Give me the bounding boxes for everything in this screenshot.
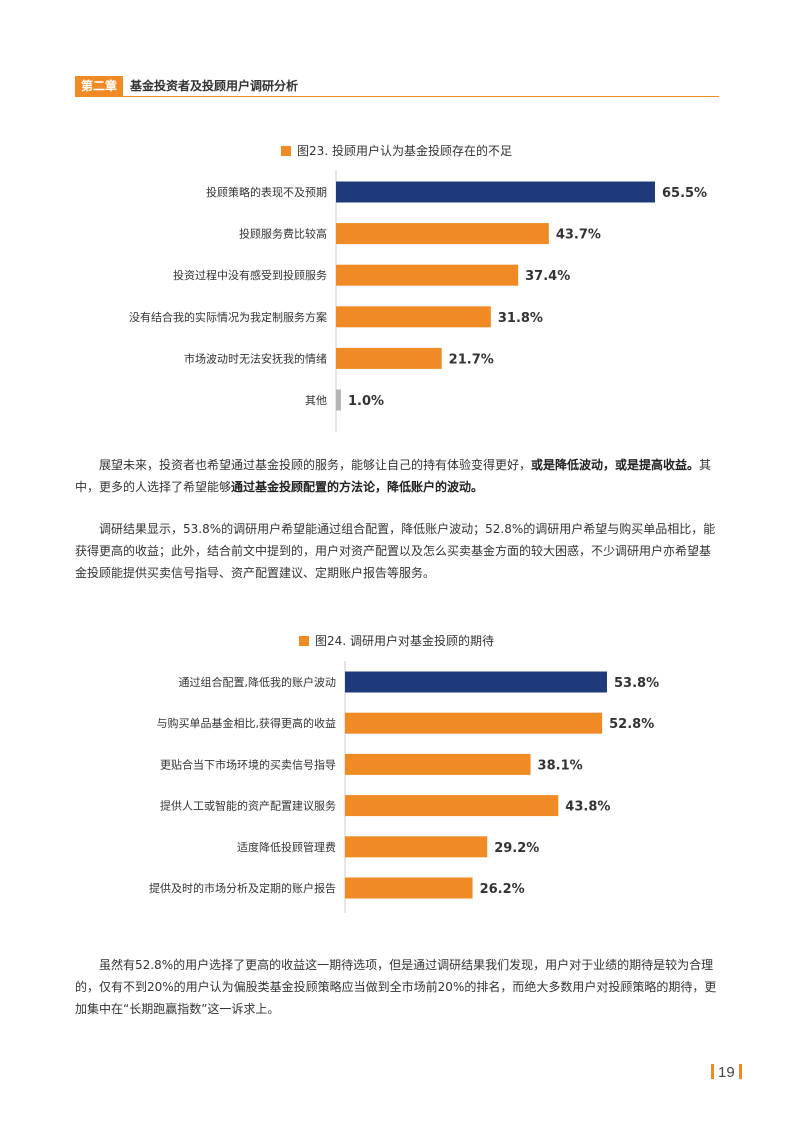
legend-square-icon (299, 636, 310, 646)
chart-2-bar (345, 795, 559, 817)
chart-2: 通过组合配置,降低我的账户波动 53.8% 与购买单品基金相比,获得更高的收益 52.… (149, 661, 659, 913)
chart-1-category-label: 投顾策略的表现不及预期 (206, 185, 327, 199)
chart-2-value-label: 43.8% (565, 800, 610, 815)
chart-2-title: 图24. 调研用户对基金投顾的期待 (0, 632, 793, 649)
chart-1-category-label: 其他 (305, 394, 327, 407)
chart-2-value-label: 38.1% (538, 758, 583, 773)
page-number: 19 (707, 1064, 746, 1081)
chart-2-value-label: 26.2% (480, 882, 525, 897)
chart-1-category-label: 投顾服务费比较高 (239, 227, 327, 241)
chart-1-bar (336, 306, 491, 328)
chart-1-bar (336, 389, 341, 411)
page-bar-right (738, 1064, 742, 1079)
chart-2-bar (345, 712, 603, 734)
chart-1-category-label: 市场波动时无法安抚我的情绪 (184, 351, 327, 365)
chart-2-value-label: 52.8% (609, 717, 654, 732)
chart-2-category-label: 与购买单品基金相比,获得更高的收益 (157, 716, 337, 730)
chapter-rule (75, 96, 719, 97)
chart-1: 投顾策略的表现不及预期 65.5% 投顾服务费比较高 43.7% 投资过程中没有感受到投… (129, 170, 707, 432)
chart-1-value-label: 37.4% (525, 269, 570, 284)
chart-1-bar (336, 264, 519, 286)
chart-2-category-label: 适度降低投顾管理费 (237, 840, 336, 854)
chart-2-category-label: 更贴合当下市场环境的买卖信号指导 (160, 757, 336, 771)
page-bar-left (711, 1064, 714, 1079)
legend-square-icon (281, 146, 292, 156)
chart-1-value-label: 21.7% (449, 352, 494, 367)
chart-1-value-label: 1.0% (348, 394, 384, 409)
chart-2-bar (345, 836, 488, 858)
chart-1-bar (336, 223, 549, 245)
chart-1-bar (336, 347, 442, 369)
chart-2-value-label: 29.2% (494, 841, 539, 856)
chart-1-value-label: 31.8% (498, 311, 543, 326)
paragraph-1-bold-d: 通过基金投顾配置的方法论，降低账户的波动。 (231, 480, 484, 494)
chart-1-title: 图23. 投顾用户认为基金投顾存在的不足 (0, 142, 793, 159)
chart-2-category-label: 提供及时的市场分析及定期的账户报告 (149, 881, 336, 895)
paragraph-1-part-c: 其中，更多的人选择了希望能够 (75, 458, 712, 494)
chart-1-value-label: 43.7% (556, 228, 601, 243)
chapter-tag: 第二章 (75, 76, 123, 96)
chart-1-category-label: 没有结合我的实际情况为我定制服务方案 (129, 310, 327, 324)
chart-2-title-text: 图24. 调研用户对基金投顾的期待 (315, 634, 494, 648)
paragraph-1-bold-b: 或是降低波动，或是提高收益。 (531, 458, 700, 472)
chart-2-category-label: 提供人工或智能的资产配置建议服务 (160, 799, 336, 813)
page-number-text: 19 (718, 1064, 735, 1081)
chart-2-value-label: 53.8% (614, 676, 659, 691)
chart-1-category-label: 投资过程中没有感受到投顾服务 (173, 268, 327, 282)
chart-1-bar (336, 181, 655, 203)
chart-1-value-label: 65.5% (662, 186, 707, 201)
chart-2-bar (345, 877, 473, 899)
chart-2-bar (345, 671, 608, 693)
chart-2-bar (345, 753, 531, 775)
paragraph-1-part-a: 展望未来，投资者也希望通过基金投顾的服务，能够让自己的持有体验变得更好， (99, 458, 532, 472)
chapter-header: 第二章 基金投资者及投顾用户调研分析 (75, 76, 719, 97)
paragraph-2: 调研结果显示，53.8%的调研用户希望能通过组合配置，降低账户波动；52.8%的… (75, 522, 716, 580)
paragraph-1: 展望未来，投资者也希望通过基金投顾的服务，能够让自己的持有体验变得更好，或是降低… (75, 454, 720, 498)
paragraph-3: 虽然有52.8%的用户选择了更高的收益这一期待选项，但是通过调研结果我们发现，用… (75, 958, 717, 1016)
chart-2-category-label: 通过组合配置,降低我的账户波动 (179, 675, 337, 689)
chapter-title: 基金投资者及投顾用户调研分析 (130, 79, 299, 93)
chart-1-title-text: 图23. 投顾用户认为基金投顾存在的不足 (297, 144, 512, 158)
